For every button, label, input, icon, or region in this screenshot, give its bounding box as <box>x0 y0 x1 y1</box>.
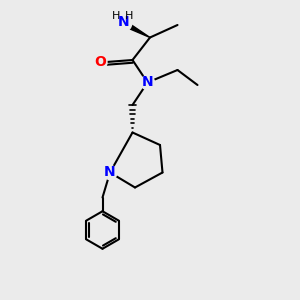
Text: H: H <box>112 11 120 20</box>
Text: H: H <box>125 11 134 20</box>
Circle shape <box>93 56 107 70</box>
Text: N: N <box>118 16 130 29</box>
Text: O: O <box>94 56 106 70</box>
Text: N: N <box>104 166 116 179</box>
Circle shape <box>113 13 132 32</box>
Circle shape <box>140 76 154 89</box>
Polygon shape <box>121 20 150 38</box>
Circle shape <box>103 166 117 179</box>
Text: N: N <box>142 76 153 89</box>
